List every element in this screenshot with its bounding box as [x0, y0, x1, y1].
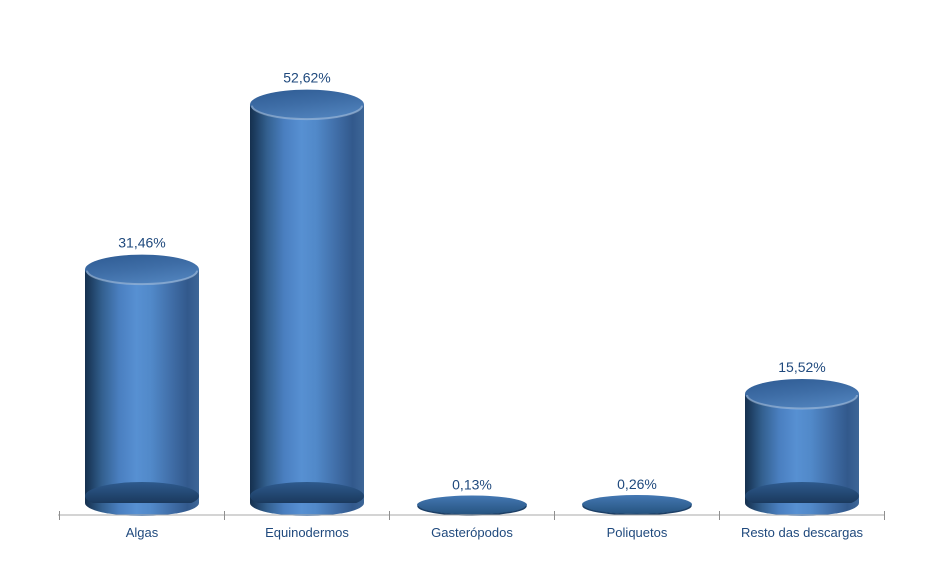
cylinder-flat	[417, 495, 527, 515]
cylinder-bottom-rim	[250, 503, 364, 516]
cylinder-body	[250, 104, 364, 504]
data-label: 15,52%	[778, 359, 825, 375]
cylinder-top-cap	[745, 378, 859, 409]
cylinder-bar	[250, 89, 364, 516]
cylinder-bottom-rim	[745, 503, 859, 516]
data-label: 0,13%	[452, 476, 492, 492]
cylinder-flat	[582, 494, 692, 514]
cylinder-cap-highlight	[746, 394, 858, 410]
cylinder-bottom-rim	[85, 503, 199, 516]
cylinder-cap-highlight	[86, 270, 198, 286]
category-label: Poliquetos	[607, 525, 668, 540]
category-label: Gasterópodos	[431, 525, 513, 540]
data-label: 31,46%	[118, 235, 165, 251]
cylinder-body	[85, 269, 199, 503]
cylinder-top-cap	[85, 254, 199, 285]
cylinder-top-cap	[250, 89, 364, 120]
data-label: 52,62%	[283, 70, 330, 86]
cylinder-bar	[745, 378, 859, 516]
cylinder-bar	[582, 494, 692, 516]
data-label: 0,26%	[617, 476, 657, 492]
category-label: Resto das descargas	[741, 525, 864, 540]
cylinder-bar	[85, 254, 199, 516]
category-label: Algas	[126, 525, 159, 540]
cylinder-flat-rim	[582, 505, 692, 516]
cylinder-cap-highlight	[251, 105, 363, 121]
cylinder-bar	[417, 495, 527, 516]
category-label: Equinodermos	[265, 525, 349, 540]
